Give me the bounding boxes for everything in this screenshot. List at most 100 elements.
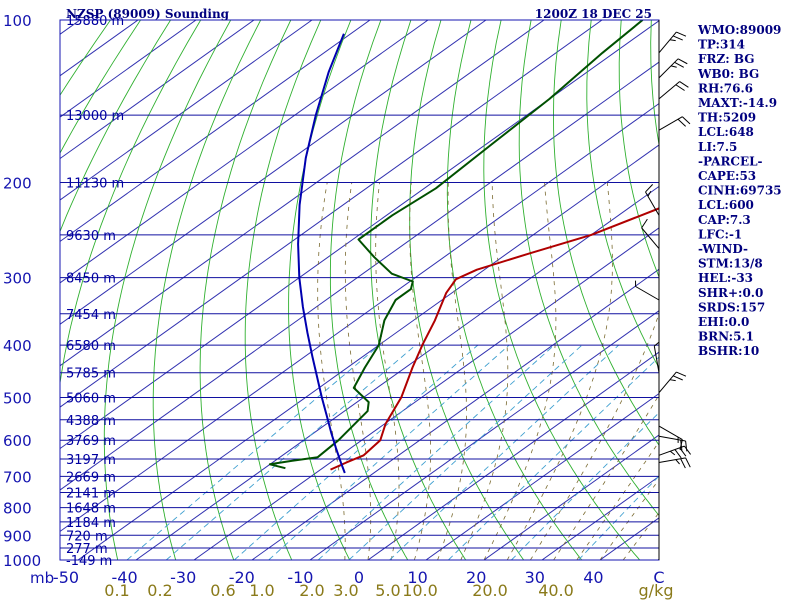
mixing-ratio-line <box>165 344 416 560</box>
isotherm-line <box>60 61 659 491</box>
pressure-tick-label: 1000 <box>3 552 41 570</box>
wind-barb-flag <box>682 116 691 125</box>
pressure-tick-label: 600 <box>3 432 32 450</box>
temperature-tick-label: 10 <box>407 568 427 587</box>
wind-barb <box>658 445 692 459</box>
index-entry: LCL:648 <box>698 125 754 139</box>
mixing-ratio-label: 10.0 <box>402 581 438 600</box>
height-label: 720 m <box>66 529 108 544</box>
wind-barb-flag <box>670 65 677 68</box>
wind-barb-flag <box>669 450 676 456</box>
wind-barb <box>658 435 688 452</box>
moist-adiabat-line <box>409 182 431 560</box>
wind-barb-flag <box>674 61 684 68</box>
dry-adiabat-line <box>409 20 525 560</box>
pressure-tick-label: 500 <box>3 389 32 407</box>
pressure-tick-label: 900 <box>3 527 32 545</box>
mixing-ratio-line <box>234 344 479 560</box>
plot-border <box>59 19 660 561</box>
wind-barb-flag <box>679 81 689 88</box>
mixing-ratio-label: 0.6 <box>210 581 235 600</box>
wind-barb-flag <box>641 218 648 229</box>
diagram-grid <box>60 20 659 560</box>
mixing-ratio-label: 1.0 <box>249 581 274 600</box>
wind-barb-flag <box>685 457 691 468</box>
temperature-trace <box>330 207 659 471</box>
index-entry: HEL:-33 <box>698 271 753 285</box>
dry-adiabat-line <box>370 20 467 560</box>
index-entry: RH:76.6 <box>698 81 753 95</box>
wind-barb <box>635 280 660 301</box>
temperature-tick-label: -10 <box>287 568 313 587</box>
wind-barb-flag <box>677 118 686 127</box>
moist-adiabat-line <box>530 312 659 560</box>
wind-barb-flag <box>683 445 692 455</box>
height-label: 3769 m <box>66 434 116 449</box>
wind-barb-shaft <box>658 58 679 79</box>
index-entry: CINH:69735 <box>698 184 782 198</box>
index-entry: MAXT:-14.9 <box>698 96 777 110</box>
index-entry: CAP:7.3 <box>698 213 751 227</box>
dewpoint-trace <box>268 20 644 470</box>
isotherm-line <box>60 20 429 284</box>
wind-barb-flag <box>669 379 676 382</box>
height-label: 1648 m <box>66 502 116 517</box>
wind-barb-shaft <box>658 371 677 394</box>
pressure-tick-label: 800 <box>3 500 32 518</box>
wind-barb-flag <box>645 184 654 193</box>
index-entry: FRZ: BG <box>698 52 754 66</box>
mixing-ratio-line <box>389 344 620 560</box>
mixing-ratio-label: 5.0 <box>375 581 400 600</box>
plot-frame <box>59 19 660 561</box>
isotherm-line <box>60 20 313 201</box>
pressure-tick-label: 300 <box>3 270 32 288</box>
index-entry: SHR+:0.0 <box>698 286 763 300</box>
index-entry: BRN:5.1 <box>698 330 754 344</box>
pressure-tick-label: 400 <box>3 337 32 355</box>
wind-barbs <box>635 31 692 469</box>
pressure-tick-label: 700 <box>3 468 32 486</box>
temperature-tick-label: -40 <box>112 568 138 587</box>
isotherm-line <box>60 20 197 118</box>
temperature-tick-label: C <box>653 568 664 587</box>
dry-adiabat-line <box>103 20 232 560</box>
index-entry: LCL:600 <box>698 198 754 212</box>
pressure-tick-label: 200 <box>3 175 32 193</box>
height-label: 277 m <box>66 542 108 557</box>
isotherm-line <box>251 268 659 560</box>
mixing-ratio-line <box>448 356 659 560</box>
wind-barb-flag <box>676 371 687 377</box>
wind-barb <box>658 371 687 394</box>
height-label: 8450 m <box>66 272 116 287</box>
wind-barb <box>653 341 660 373</box>
wind-barb <box>658 31 687 54</box>
height-label: 13000 m <box>66 109 124 124</box>
wind-barb-shaft <box>658 31 677 54</box>
wind-barb-flag <box>676 31 687 37</box>
mixing-ratio-label: 0.2 <box>147 581 172 600</box>
moist-adiabat-line <box>437 182 467 560</box>
index-entry: WMO:89009 <box>697 23 781 37</box>
wind-barb-flag <box>677 58 688 65</box>
wind-barb-flag <box>675 84 685 91</box>
valid-time: 1200Z 18 DEC 25 <box>535 7 652 21</box>
index-entry: CAPE:53 <box>698 169 756 183</box>
index-entry: BSHR:10 <box>698 344 759 358</box>
mixing-ratio-label: 40.0 <box>538 581 574 600</box>
height-label: 7454 m <box>66 308 116 323</box>
wind-barb-shaft <box>635 286 660 301</box>
height-label: 9630 m <box>66 229 116 244</box>
mixing-ratio-label: 20.0 <box>472 581 508 600</box>
wind-barb-shaft <box>658 425 683 441</box>
mixing-ratio-line <box>348 344 583 560</box>
height-label: 11130 m <box>66 177 124 192</box>
wind-barb-flag <box>672 35 683 41</box>
wind-barb-flag <box>675 459 680 465</box>
temperature-tick-label: -30 <box>170 568 196 587</box>
isotherm-line <box>60 102 659 533</box>
index-entry: TH:5209 <box>698 111 756 125</box>
moist-adiabat-line <box>576 441 659 560</box>
